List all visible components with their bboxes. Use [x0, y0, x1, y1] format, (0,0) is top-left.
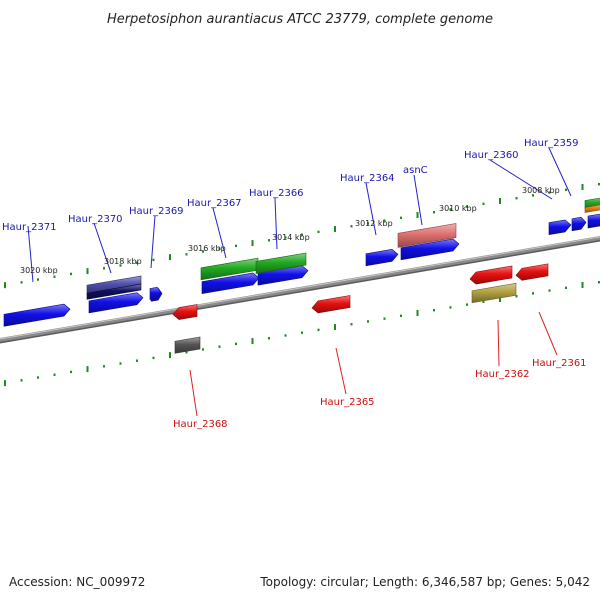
- gene-haur-2360[interactable]: [548, 219, 572, 236]
- gene-haur-2365[interactable]: [311, 295, 351, 314]
- topology-summary: Topology: circular; Length: 6,346,587 bp…: [259, 575, 590, 589]
- label-haur-2371[interactable]: Haur_2371: [2, 222, 57, 283]
- blue-gene-small-3018[interactable]: [149, 286, 162, 300]
- gene-haur-2370[interactable]: [88, 292, 144, 314]
- label-haur-2366[interactable]: Haur_2366: [249, 188, 304, 250]
- gene-haur-2364[interactable]: [365, 249, 399, 267]
- cog-feature-pink[interactable]: [397, 223, 457, 248]
- gene-label-text[interactable]: Haur_2362: [475, 369, 530, 380]
- cog-feature-gray[interactable]: [174, 336, 201, 354]
- gene-label-text[interactable]: Haur_2364: [340, 173, 395, 184]
- label-haur-2359[interactable]: Haur_2359: [524, 138, 579, 197]
- gene-label-text[interactable]: Haur_2370: [68, 214, 123, 225]
- tick-dots: [4, 182, 600, 387]
- map-title: Herpetosiphon aurantiacus ATCC 23779, co…: [107, 12, 493, 27]
- gene-label-text[interactable]: asnC: [403, 165, 428, 176]
- kbp-tick-label: 3020 kbp: [20, 266, 58, 275]
- cog-feature-orange-top-right[interactable]: [584, 204, 600, 213]
- gene-asnc[interactable]: [400, 238, 460, 261]
- gene-label-text[interactable]: Haur_2365: [320, 397, 375, 408]
- kbp-tick-label: 3014 kbp: [272, 233, 310, 242]
- gene-label-text[interactable]: Haur_2361: [532, 358, 587, 369]
- label-haur-2360[interactable]: Haur_2360: [464, 150, 553, 200]
- gene-label-text[interactable]: Haur_2360: [464, 150, 519, 161]
- cog-feature-green-3014[interactable]: [255, 252, 307, 274]
- gene-haur-2362[interactable]: [469, 265, 513, 285]
- label-haur-2365[interactable]: Haur_2365: [320, 347, 375, 408]
- gene-label-text[interactable]: Haur_2359: [524, 138, 579, 149]
- label-haur-2368[interactable]: Haur_2368: [173, 369, 228, 430]
- label-haur-2361[interactable]: Haur_2361: [532, 311, 587, 369]
- gene-haur-2359[interactable]: [571, 216, 587, 232]
- label-haur-2370[interactable]: Haur_2370: [68, 214, 123, 274]
- label-asnc[interactable]: asnC: [403, 165, 428, 226]
- cog-feature-navy[interactable]: [86, 283, 142, 300]
- feature-layer: [3, 197, 600, 354]
- gene-label-text[interactable]: Haur_2366: [249, 188, 304, 199]
- cog-feature-olive[interactable]: [471, 282, 517, 304]
- gene-label-text[interactable]: Haur_2367: [187, 198, 242, 209]
- label-haur-2369[interactable]: Haur_2369: [129, 206, 184, 269]
- genome-backbone: [0, 235, 600, 344]
- gene-label-text[interactable]: Haur_2371: [2, 222, 57, 233]
- gene-label-text[interactable]: Haur_2368: [173, 419, 228, 430]
- kbp-tick-label: 3018 kbp: [104, 257, 142, 266]
- label-haur-2364[interactable]: Haur_2364: [340, 173, 395, 236]
- kbp-tick-label: 3012 kbp: [355, 219, 393, 228]
- gene-haur-2361[interactable]: [515, 263, 549, 281]
- label-haur-2367[interactable]: Haur_2367: [187, 198, 242, 259]
- gene-haur-2371[interactable]: [3, 303, 71, 327]
- kbp-tick-label: 3010 kbp: [439, 204, 477, 213]
- gene-haur-2368[interactable]: [172, 304, 198, 320]
- blue-gene-right-edge[interactable]: [587, 213, 600, 229]
- gene-haur-2367[interactable]: [201, 272, 260, 295]
- kbp-tick-labels: 3008 kbp 3010 kbp 3012 kbp 3014 kbp 3016 kbp…: [20, 186, 560, 275]
- label-haur-2362[interactable]: Haur_2362: [475, 319, 530, 380]
- kbp-tick-label: 3016 kbp: [188, 244, 226, 253]
- gene-label-text[interactable]: Haur_2369: [129, 206, 184, 217]
- accession-text: Accession: NC_009972: [9, 575, 145, 589]
- kbp-tick-label: 3008 kbp: [522, 186, 560, 195]
